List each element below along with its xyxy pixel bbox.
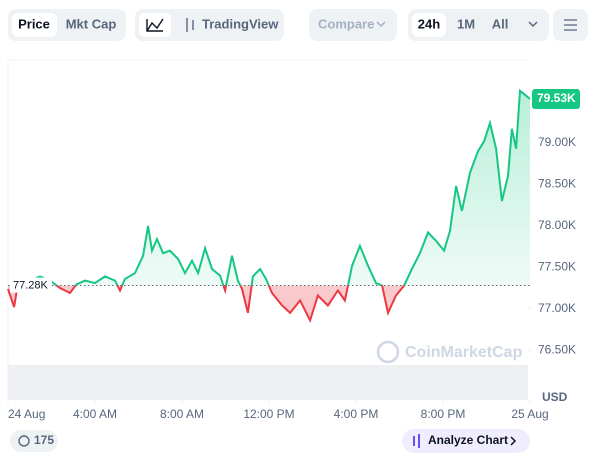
- history-icon: [18, 435, 30, 447]
- chevron[interactable]: [528, 21, 538, 28]
- y-tick-label: 77.00K: [538, 301, 576, 315]
- range[interactable]: 24h: [418, 16, 440, 31]
- tool-group: [135, 9, 284, 41]
- settings-icon: [564, 19, 577, 31]
- y-tick-label: 76.50K: [538, 342, 576, 356]
- chevron: [376, 21, 386, 28]
- y-tick-label: 77.50K: [538, 259, 576, 273]
- badge-count[interactable]: 175: [34, 433, 54, 447]
- baseline-label: 77.28K: [13, 279, 49, 291]
- x-tick-label: 4:00 PM: [334, 407, 379, 421]
- tab[interactable]: Mkt Cap: [66, 16, 117, 31]
- analyze-button[interactable]: [402, 429, 530, 453]
- x-tick-label: 8:00 PM: [421, 407, 466, 421]
- badge[interactable]: [10, 430, 58, 452]
- line-icon: [146, 18, 164, 32]
- area-up: [17, 90, 530, 286]
- current-price-box: [532, 88, 580, 109]
- price-line-up: [16, 88, 531, 286]
- range-selected[interactable]: [412, 13, 446, 37]
- analyze-icon: [413, 434, 420, 448]
- chevron: [510, 436, 517, 446]
- x-tick-label: 8:00 AM: [160, 407, 204, 421]
- tradingview[interactable]: TradingView: [202, 16, 279, 31]
- price-line-down: [7, 285, 406, 324]
- volume-band: [8, 365, 528, 400]
- range[interactable]: 1M: [457, 16, 475, 31]
- plot: 77.28K: [7, 88, 531, 324]
- range[interactable]: All: [492, 16, 509, 31]
- compare-button[interactable]: [309, 9, 397, 41]
- x-tick-label: 24 Aug: [8, 407, 45, 421]
- candle-icon: [186, 18, 194, 32]
- watermark-logo: [376, 340, 400, 364]
- watermark: CoinMarketCap: [405, 344, 523, 361]
- x-tick-label: 12:00 PM: [243, 407, 294, 421]
- analyze-label[interactable]: Analyze Chart: [428, 433, 508, 447]
- x-tick-label: 4:00 AM: [73, 407, 117, 421]
- y-tick-label: 78.50K: [538, 177, 576, 191]
- baseline-label-bg: [10, 277, 52, 293]
- x-tick-label: 25 Aug: [511, 407, 548, 421]
- tab-selected[interactable]: [12, 13, 57, 37]
- y-tick-label: 78.00K: [538, 218, 576, 232]
- y-tick-label: 79.00K: [538, 135, 576, 149]
- y-unit: USD: [542, 390, 568, 404]
- compare[interactable]: Compare: [318, 16, 374, 31]
- tab[interactable]: Price: [18, 16, 50, 31]
- line-tool[interactable]: [139, 13, 171, 37]
- current-price-label: 79.53K: [537, 91, 576, 105]
